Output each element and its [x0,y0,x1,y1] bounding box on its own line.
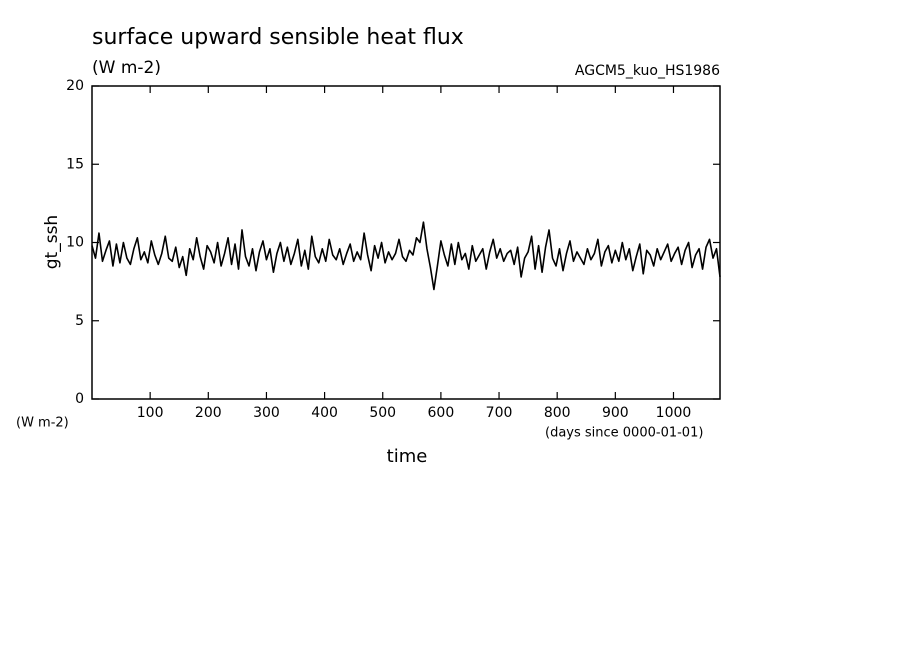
x-tick-label: 1000 [656,405,692,421]
y-axis-label: gt_ssh [42,215,62,269]
chart-title: surface upward sensible heat flux [92,25,464,50]
x-tick-label: 500 [369,405,396,421]
x-tick-label: 700 [486,405,513,421]
y-unit: (W m-2) [16,416,69,431]
x-tick-label: 800 [544,405,571,421]
y-tick-label: 15 [66,156,84,172]
x-tick-label: 200 [195,405,222,421]
data-line [91,221,721,291]
annotation: AGCM5_kuo_HS1986 [575,63,720,79]
x-tick-label: 300 [253,405,280,421]
x-tick-label: 900 [602,405,629,421]
x-tick-label: 100 [137,405,164,421]
x-tick-label: 400 [311,405,338,421]
x-unit: (days since 0000-01-01) [545,426,703,441]
y-tick-label: 10 [66,235,84,251]
x-axis-label: time [387,446,428,467]
x-tick-label: 600 [428,405,455,421]
chart-subtitle: (W m-2) [92,58,161,78]
y-tick-label: 0 [75,391,84,407]
y-tick-label: 5 [75,313,84,329]
y-tick-label: 20 [66,78,84,94]
